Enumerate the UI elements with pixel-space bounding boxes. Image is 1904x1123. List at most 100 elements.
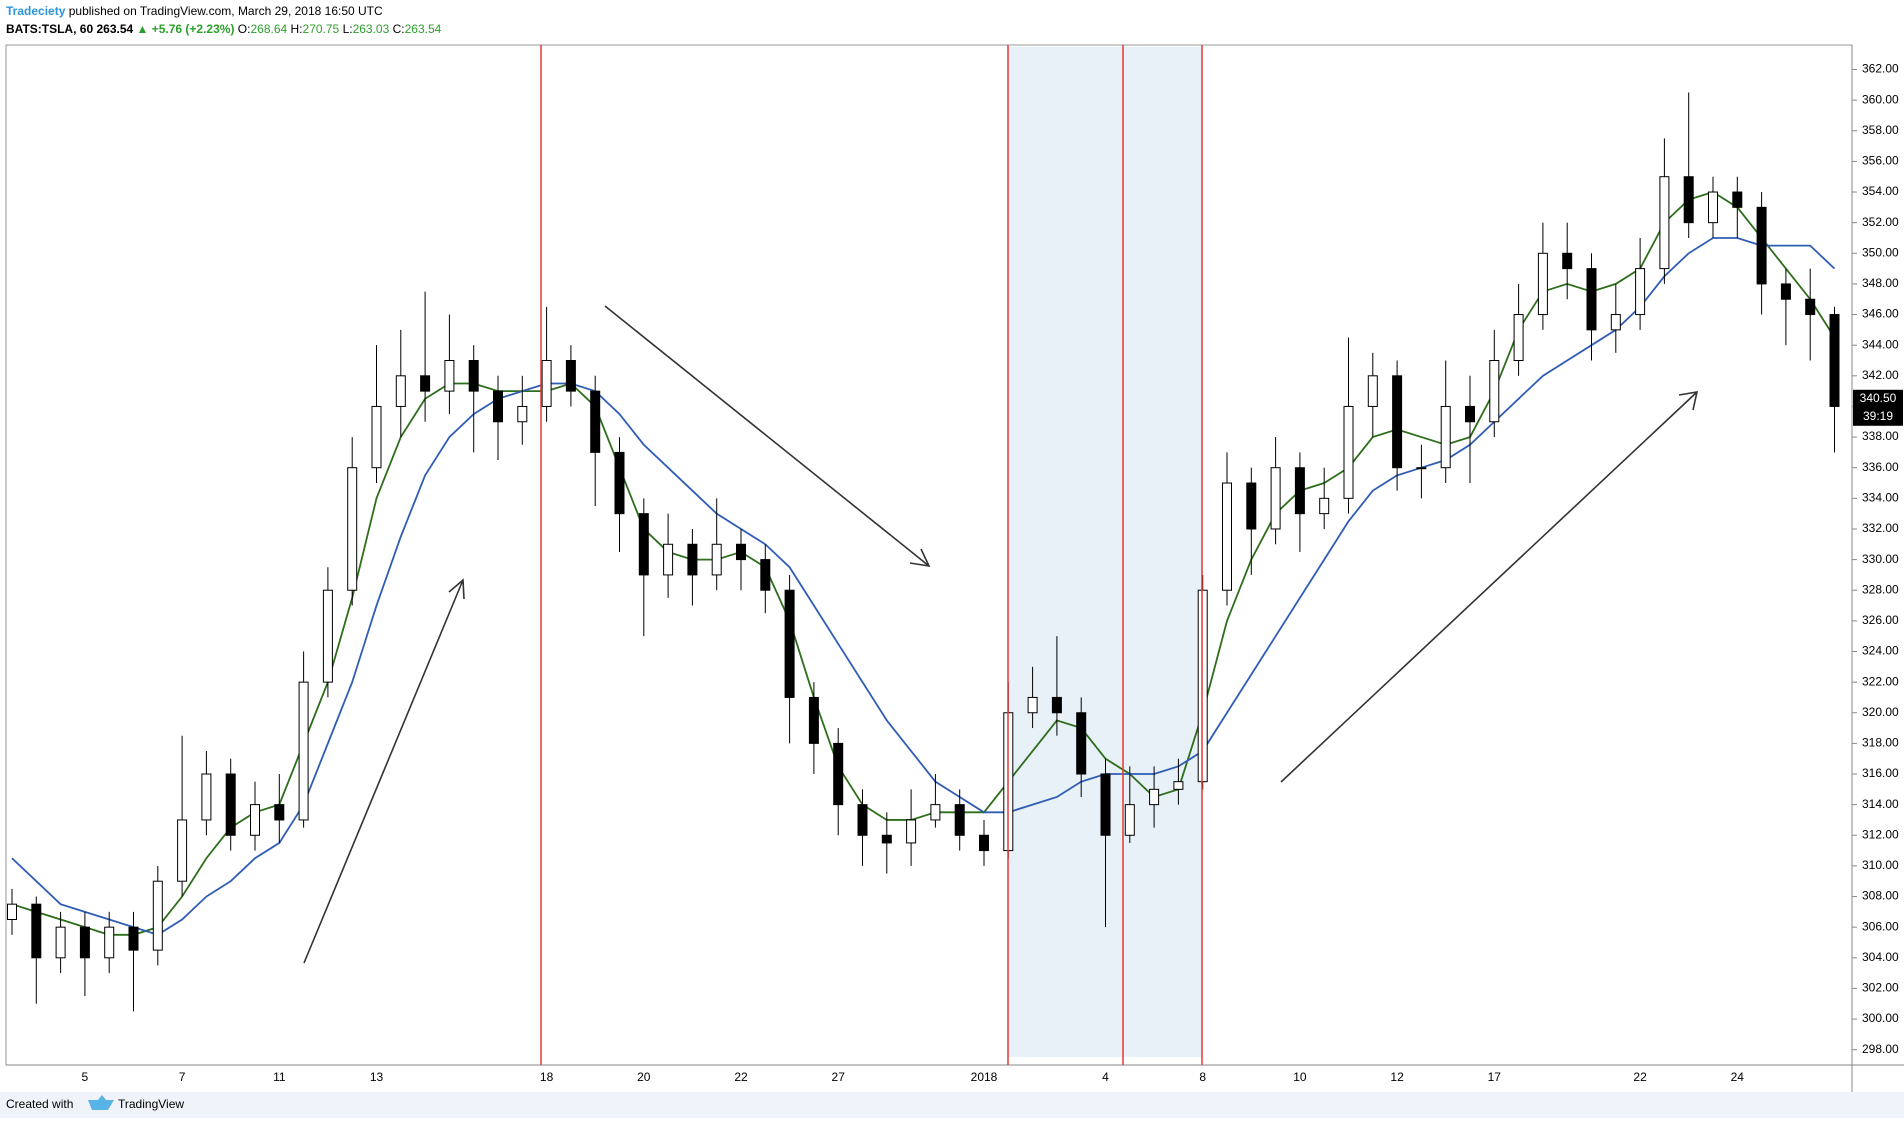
candle-body [1708,191,1718,224]
candle-body [1051,696,1062,714]
y-tick-label: 308.00 [1862,889,1899,903]
candle-body [1027,696,1038,714]
y-tick-label: 302.00 [1862,981,1899,995]
candle-body [1149,788,1160,806]
candle-body [687,543,698,576]
y-tick-label: 346.00 [1862,307,1899,321]
y-tick-label: 356.00 [1862,154,1899,168]
candle-body [808,696,819,744]
candle-body [493,390,503,423]
x-tick-label: 2018 [971,1070,998,1084]
candle-body [201,773,212,821]
candle-body [590,390,601,453]
candle-body [1270,467,1281,530]
x-tick-label: 5 [82,1070,89,1084]
candle-body [1805,298,1816,316]
candle-body [225,773,236,836]
y-tick-label: 328.00 [1862,582,1899,596]
candle-body [1416,467,1427,470]
y-tick-label: 336.00 [1862,460,1899,474]
candle-body [1100,773,1111,836]
candle-body [1343,405,1354,499]
x-tick-label: 8 [1199,1070,1206,1084]
candle-body [614,451,625,515]
y-tick-label: 324.00 [1862,644,1899,658]
candle-body [857,804,868,836]
y-tick-label: 306.00 [1862,919,1899,933]
x-tick-label: 27 [832,1070,846,1084]
candle-body [638,513,649,576]
footer-brand[interactable]: TradingView [118,1097,184,1111]
y-tick-label: 334.00 [1862,491,1899,505]
ohlc-0-label: O: [238,22,251,36]
ohlc-1: 270.75 [303,22,340,36]
change: ▲ +5.76 (+2.23%) [137,22,235,36]
candle-body [1294,467,1305,515]
y-tick-label: 362.00 [1862,62,1899,76]
ohlc-3-label: C: [393,22,405,36]
candle-body [517,405,528,423]
candle-body [395,375,406,407]
x-tick-label: 10 [1293,1070,1307,1084]
y-tick-label: 314.00 [1862,797,1899,811]
y-tick-label: 348.00 [1862,276,1899,290]
x-tick-label: 12 [1390,1070,1404,1084]
candle-body [1319,497,1330,515]
y-tick-label: 332.00 [1862,521,1899,535]
y-tick-label: 310.00 [1862,858,1899,872]
candle-body [906,819,917,844]
y-tick-label: 312.00 [1862,827,1899,841]
y-tick-label: 352.00 [1862,215,1899,229]
candle-body [541,359,552,407]
ohlc-1-label: H: [291,22,303,36]
candle-body [128,926,139,951]
author[interactable]: Tradeciety [6,4,66,18]
candle-body [954,804,965,836]
candle-body [274,804,285,821]
candle-body [663,543,674,576]
candle-body [711,543,722,576]
candle-body [1173,781,1184,790]
candle-body [1489,359,1500,423]
candle-body [1732,191,1743,208]
candle-body [31,903,42,959]
candle-body [104,926,115,959]
y-tick-label: 300.00 [1862,1011,1899,1025]
y-tick-label: 326.00 [1862,613,1899,627]
candle-body [1246,482,1257,530]
x-tick-label: 20 [637,1070,651,1084]
candle-body [152,880,163,951]
candle-body [7,903,17,921]
y-tick-label: 316.00 [1862,766,1899,780]
vertical-lines [540,45,1203,1065]
ohlc-2-label: L: [343,22,353,36]
y-tick-label: 322.00 [1862,674,1899,688]
candle-body [322,589,333,683]
x-tick-label: 4 [1102,1070,1109,1084]
symbol-line: BATS:TSLA, 60 263.54 ▲ +5.76 (+2.23%) O:… [6,22,442,36]
arrow-up [303,578,465,964]
candle-body [1635,268,1646,316]
ohlc-3: 263.54 [405,22,442,36]
candle-body [1513,314,1524,361]
candle-body [468,359,479,392]
candle-body [1465,405,1475,423]
candle-body [444,359,455,392]
candle-body [1076,712,1087,775]
candle-body [347,467,358,591]
y-tick-label: 354.00 [1862,184,1899,198]
moving-average [11,191,1836,936]
footer-text: Created with [6,1097,73,1111]
candle-body [1610,314,1621,331]
x-tick-label: 13 [370,1070,384,1084]
candle-body [1124,804,1135,836]
y-tick-label: 342.00 [1862,368,1899,382]
x-tick-label: 22 [734,1070,748,1084]
x-tick-label: 17 [1488,1070,1502,1084]
symbol: BATS:TSLA, 60 [6,22,93,36]
y-tick-label: 344.00 [1862,337,1899,351]
y-tick-label: 320.00 [1862,705,1899,719]
moving-average [11,237,1836,936]
y-tick-label: 330.00 [1862,552,1899,566]
x-tick-label: 24 [1731,1070,1745,1084]
